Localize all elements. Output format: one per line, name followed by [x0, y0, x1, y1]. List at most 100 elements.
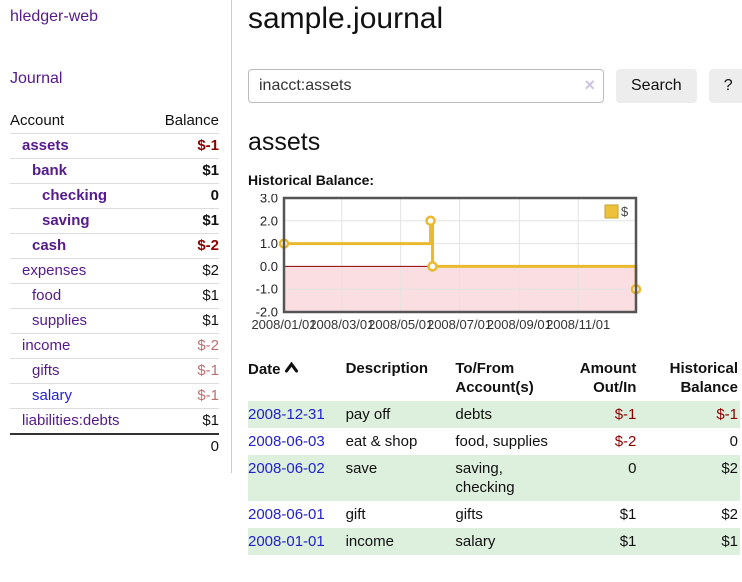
account-link-income[interactable]: income	[22, 337, 71, 354]
register-header-date[interactable]: Date	[248, 355, 346, 401]
account-row: food $1	[10, 283, 219, 309]
register-row: 2008-01-01 income salary $1 $1	[248, 528, 740, 555]
transaction-balance: $-1	[716, 406, 738, 423]
account-link-food[interactable]: food	[32, 287, 62, 304]
account-link-liabilities-debts[interactable]: liabilities:debts	[22, 412, 120, 429]
transaction-amount: 0	[628, 460, 637, 477]
account-balance: $1	[202, 412, 219, 429]
sort-ascending-icon	[284, 359, 298, 378]
account-balance: $1	[202, 212, 219, 229]
transaction-date-link[interactable]: 2008-06-02	[248, 460, 325, 477]
account-row: supplies $1	[10, 308, 219, 334]
account-balance: 0	[210, 187, 219, 204]
transaction-amount: $1	[619, 506, 637, 523]
search-button[interactable]: Search	[616, 69, 697, 103]
search-input[interactable]	[248, 69, 604, 103]
account-row: cash $-2	[10, 233, 219, 259]
register-row: 2008-12-31 pay off debts $-1 $-1	[248, 401, 740, 428]
account-link-checking[interactable]: checking	[42, 187, 108, 204]
main-content: sample.journal × Search ? assets Histori…	[232, 0, 742, 555]
transaction-balance: $2	[721, 460, 738, 477]
account-balance: $-2	[197, 337, 219, 354]
register-header-balance: Historical Balance	[669, 360, 738, 396]
page-title: sample.journal	[248, 2, 444, 35]
search-help-button[interactable]: ?	[708, 69, 742, 103]
transaction-accounts: debts	[455, 406, 493, 423]
account-balance: $-1	[197, 137, 219, 154]
account-link-cash[interactable]: cash	[32, 237, 67, 254]
transaction-accounts: salary	[455, 533, 496, 550]
transaction-balance: 0	[729, 433, 738, 450]
accounts-table: Account Balance assets $-1 bank $1 checkin…	[10, 109, 219, 459]
svg-text:2008/03/01: 2008/03/01	[309, 317, 374, 332]
account-balance: $1	[202, 287, 219, 304]
transaction-accounts: gifts	[455, 506, 483, 523]
account-balance: $1	[202, 312, 219, 329]
accounts-header-balance: Balance	[164, 112, 219, 129]
account-row: saving $1	[10, 208, 219, 234]
transaction-accounts: food, supplies	[455, 433, 548, 450]
register-header-description: Description	[345, 360, 429, 377]
account-row: bank $1	[10, 158, 219, 184]
transaction-amount: $1	[619, 533, 637, 550]
account-balance: $2	[202, 262, 219, 279]
transaction-accounts: saving, checking	[455, 460, 515, 496]
account-balance: $-1	[197, 362, 219, 379]
register-header-accounts: To/From Account(s)	[455, 360, 534, 396]
accounts-header-account: Account	[10, 112, 65, 129]
account-balance: $-1	[197, 387, 219, 404]
transaction-amount: $-1	[614, 406, 637, 423]
account-link-supplies[interactable]: supplies	[32, 312, 88, 329]
transaction-description: income	[345, 533, 394, 550]
register-header-amount: Amount Out/In	[579, 360, 637, 396]
historical-balance-chart: 3.0 2.0 1.0 0.0 -1.0 -2.0 2008/01/01 2008/03/01…	[248, 194, 650, 340]
clear-search-icon[interactable]: ×	[584, 75, 595, 95]
account-balance: $-2	[197, 237, 219, 254]
app-brand-link[interactable]: hledger-web	[10, 8, 99, 25]
transaction-date-link[interactable]: 2008-12-31	[248, 406, 325, 423]
transaction-balance: $2	[721, 506, 738, 523]
accounts-total-balance: 0	[149, 433, 219, 459]
svg-text:2.0: 2.0	[260, 213, 278, 228]
account-balance: $1	[202, 162, 219, 179]
svg-text:2008/11/01: 2008/11/01	[546, 317, 610, 332]
transaction-date-link[interactable]: 2008-06-03	[248, 433, 325, 450]
register-row: 2008-06-03 eat & shop food, supplies $-2…	[248, 428, 740, 455]
transaction-amount: $-2	[614, 433, 637, 450]
chart-title: Historical Balance:	[248, 172, 375, 188]
transaction-description: eat & shop	[345, 433, 418, 450]
account-link-saving[interactable]: saving	[42, 212, 90, 229]
account-link-assets[interactable]: assets	[22, 137, 69, 154]
search-form: × Search ?	[248, 69, 742, 103]
account-row: expenses $2	[10, 258, 219, 284]
account-row: salary $-1	[10, 383, 219, 409]
transaction-date-link[interactable]: 2008-01-01	[248, 533, 325, 550]
register-row: 2008-06-02 save saving, checking 0 $2	[248, 455, 740, 501]
account-link-expenses[interactable]: expenses	[22, 262, 87, 279]
svg-text:3.0: 3.0	[260, 194, 278, 206]
transaction-description: gift	[345, 506, 366, 523]
account-row: income $-2	[10, 333, 219, 359]
account-link-gifts[interactable]: gifts	[32, 362, 60, 379]
transaction-date-link[interactable]: 2008-06-01	[248, 506, 325, 523]
account-row: liabilities:debts $1	[10, 408, 219, 435]
account-row: assets $-1	[10, 133, 219, 159]
svg-text:1.0: 1.0	[260, 236, 278, 251]
account-row: checking 0	[10, 183, 219, 209]
account-row: gifts $-1	[10, 358, 219, 384]
sidebar: hledger-web Journal Account Balance asse…	[0, 0, 232, 473]
sidebar-item-journal[interactable]: Journal	[10, 70, 63, 87]
svg-text:-1.0: -1.0	[256, 282, 278, 297]
svg-text:-2.0: -2.0	[256, 305, 278, 320]
transaction-description: pay off	[345, 406, 391, 423]
svg-text:2008/07/01: 2008/07/01	[427, 317, 492, 332]
accounts-total-row: 0	[10, 433, 219, 459]
svg-text:2008/05/01: 2008/05/01	[368, 317, 433, 332]
account-link-bank[interactable]: bank	[32, 162, 68, 179]
register-row: 2008-06-01 gift gifts $1 $2	[248, 501, 740, 528]
svg-text:0.0: 0.0	[260, 259, 278, 274]
transaction-balance: $1	[721, 533, 738, 550]
account-link-salary[interactable]: salary	[32, 387, 73, 404]
transaction-description: save	[345, 460, 378, 477]
account-heading: assets	[248, 128, 321, 156]
